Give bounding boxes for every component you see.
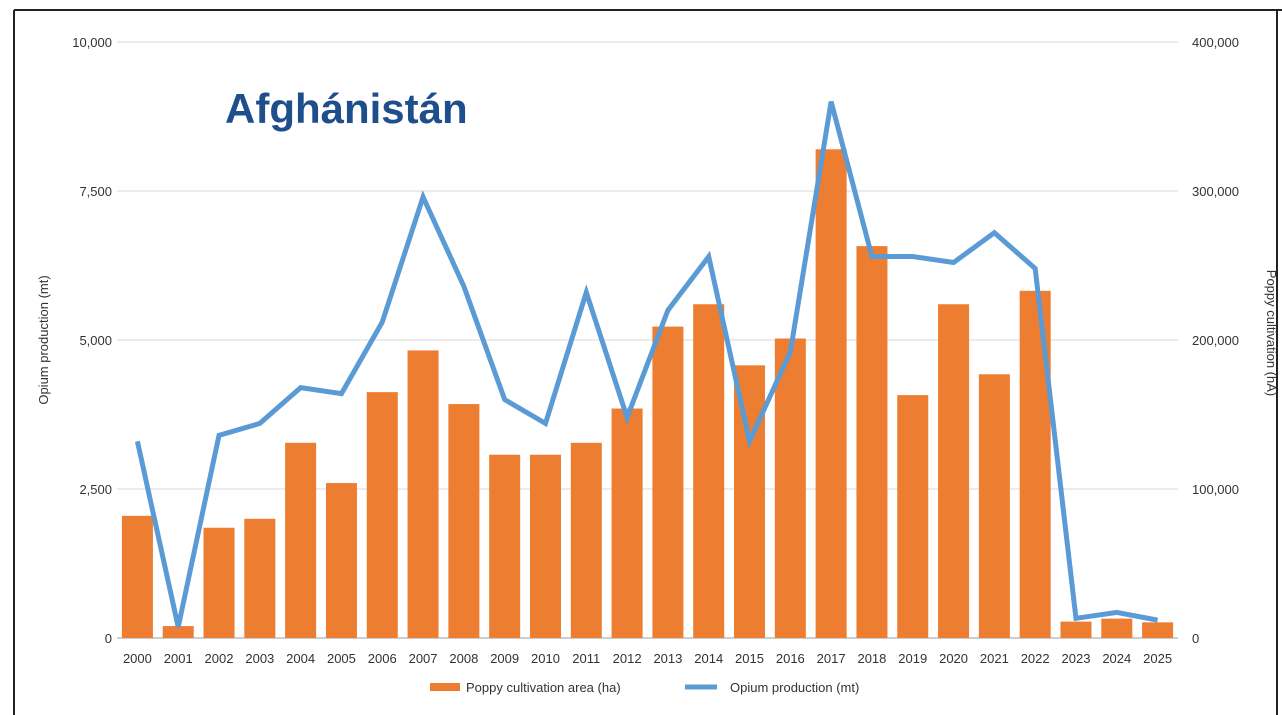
bar: [489, 454, 521, 638]
y-tick-label: 7,500: [79, 184, 112, 199]
line-layer: [134, 100, 1159, 628]
x-tick-label: 2008: [449, 651, 478, 666]
bar: [325, 483, 357, 638]
x-tick-label: 2012: [613, 651, 642, 666]
bar: [121, 515, 153, 638]
x-tick-label: 2022: [1021, 651, 1050, 666]
y2-axis-title: Poppy cultivation (hA): [1264, 270, 1279, 396]
bar: [652, 326, 684, 638]
legend-swatch-bar: [430, 683, 460, 691]
axis-layer: 0 0 2,500 100,000 5,000 200,000 7,500 300,000 10…: [72, 35, 1239, 666]
y-tick-label: 0: [105, 631, 112, 646]
x-tick-label: 2009: [490, 651, 519, 666]
x-tick-label: 2013: [653, 651, 682, 666]
x-tick-label: 2011: [572, 651, 600, 666]
bar: [529, 454, 561, 638]
bar: [244, 518, 276, 638]
y-tick-label: 5,000: [79, 333, 112, 348]
x-tick-label: 2005: [327, 651, 356, 666]
bar: [366, 392, 398, 638]
bar: [1101, 618, 1133, 638]
bar: [734, 365, 766, 638]
y2-tick-label: 0: [1192, 631, 1199, 646]
x-tick-label: 2004: [286, 651, 315, 666]
bar: [407, 350, 439, 638]
y2-tick-label: 100,000: [1192, 482, 1239, 497]
x-tick-label: 2003: [245, 651, 274, 666]
bar: [1142, 622, 1174, 638]
y-tick-label: 2,500: [79, 482, 112, 497]
x-tick-label: 2000: [123, 651, 152, 666]
bar-layer: [121, 149, 1174, 638]
bar: [897, 395, 929, 638]
x-tick-label: 2017: [817, 651, 846, 666]
bar: [1060, 621, 1092, 638]
x-tick-label: 2025: [1143, 651, 1172, 666]
bar: [774, 338, 806, 638]
x-tick-label: 2021: [980, 651, 1009, 666]
bar: [570, 442, 602, 638]
bar: [815, 149, 847, 638]
bar: [162, 626, 194, 638]
chart-title: Afghánistán: [225, 85, 468, 132]
bar: [448, 404, 480, 638]
x-tick-label: 2001: [164, 651, 193, 666]
x-tick-label: 2023: [1062, 651, 1091, 666]
bar: [611, 408, 643, 638]
x-tick-label: 2016: [776, 651, 805, 666]
y-tick-label: 10,000: [72, 35, 112, 50]
x-tick-label: 2007: [409, 651, 438, 666]
x-tick-label: 2010: [531, 651, 560, 666]
x-tick-label: 2006: [368, 651, 397, 666]
legend-label-line: Opium production (mt): [730, 680, 859, 695]
bar: [978, 374, 1010, 638]
series-line: [134, 100, 1159, 628]
bar: [203, 527, 235, 638]
y2-tick-label: 300,000: [1192, 184, 1239, 199]
x-tick-label: 2020: [939, 651, 968, 666]
y-axis-title: Opium production (mt): [36, 275, 51, 404]
y2-tick-label: 200,000: [1192, 333, 1239, 348]
x-tick-label: 2024: [1102, 651, 1131, 666]
x-tick-label: 2015: [735, 651, 764, 666]
bar: [693, 304, 725, 638]
y2-tick-label: 400,000: [1192, 35, 1239, 50]
legend-label-bar: Poppy cultivation area (ha): [466, 680, 621, 695]
bar: [938, 304, 970, 638]
bar: [856, 246, 888, 638]
x-tick-label: 2002: [205, 651, 234, 666]
legend: Poppy cultivation area (ha) Opium produc…: [430, 680, 859, 695]
x-tick-label: 2014: [694, 651, 723, 666]
x-tick-label: 2019: [898, 651, 927, 666]
x-tick-label: 2018: [857, 651, 886, 666]
bar: [285, 442, 317, 638]
